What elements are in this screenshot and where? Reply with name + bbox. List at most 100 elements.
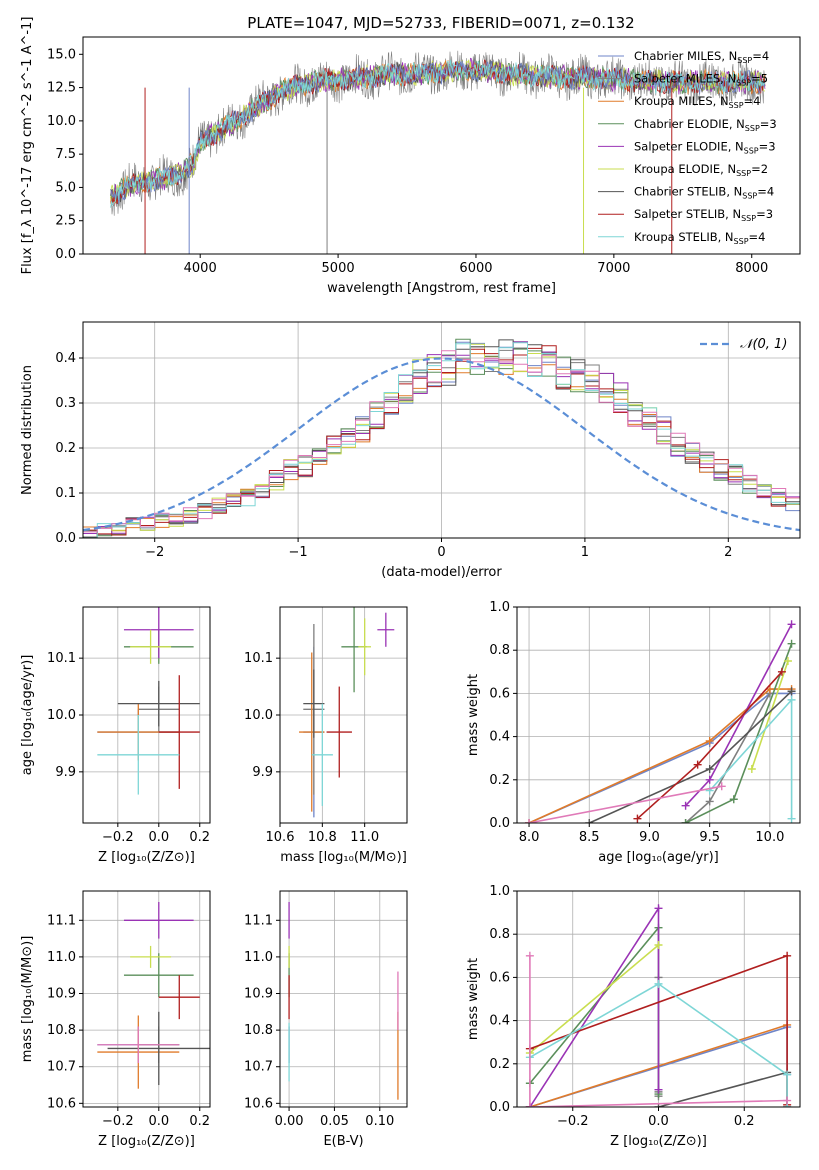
plus-marker — [525, 951, 534, 960]
plus-marker — [681, 801, 690, 810]
legend-label: Chabrier ELODIE, NSSP=3 — [634, 117, 777, 133]
y-tick-label: 10.9 — [47, 987, 76, 1002]
gaussian-curve — [83, 357, 800, 532]
y-tick-label: 0.6 — [489, 970, 510, 985]
y-tick-label: 1.0 — [489, 884, 510, 899]
massweight-line — [685, 643, 793, 823]
y-tick-label: 0.0 — [489, 816, 510, 831]
x-tick-label: 10.0 — [755, 830, 784, 845]
massweight-line — [685, 693, 771, 823]
x-axis-label: (data-model)/error — [381, 565, 502, 580]
plus-marker — [525, 819, 534, 823]
axes-frame — [82, 321, 801, 539]
x-axis-label: Z [log₁₀(Z/Z⊙)] — [98, 850, 195, 865]
y-tick-label: 0.2 — [489, 1057, 510, 1072]
x-axis-label: Z [log₁₀(Z/Z⊙)] — [98, 1134, 195, 1149]
massweight-line — [709, 697, 793, 819]
plus-marker — [633, 814, 642, 823]
x-tick-label: −0.2 — [557, 1114, 589, 1129]
y-tick-label: 0.2 — [489, 773, 510, 788]
panel-massweight-vs-age: 8.0 8.5 9.0 9.5 10.0 0.0 0.2 0.4 0.6 0.8 1.0 age [l… — [466, 600, 801, 865]
plus-marker — [783, 657, 792, 665]
plus-marker — [705, 775, 714, 784]
y-tick-label: 10.8 — [244, 1023, 273, 1038]
page-title: PLATE=1047, MJD=52733, FIBERID=0071, z=0… — [247, 14, 634, 32]
x-tick-label: 9.0 — [639, 830, 660, 845]
plus-marker — [783, 1096, 792, 1105]
x-tick-label: 5000 — [322, 261, 355, 276]
x-tick-label: 0.0 — [148, 830, 169, 845]
axes-frame — [279, 890, 408, 1108]
legend-label: Chabrier STELIB, NSSP=4 — [634, 185, 774, 201]
x-tick-label: 0.00 — [275, 1114, 304, 1129]
y-tick-label: 0.6 — [489, 686, 510, 701]
y-axis-label: mass weight — [466, 674, 481, 756]
x-tick-label: 0.2 — [734, 1114, 755, 1129]
x-tick-label: 0.2 — [189, 1114, 210, 1129]
y-tick-label: 0.0 — [55, 247, 76, 262]
x-tick-label: −1 — [289, 545, 308, 560]
y-tick-label: 10.7 — [244, 1060, 273, 1075]
y-tick-label: 10.0 — [47, 114, 76, 129]
x-tick-label: 4000 — [184, 261, 217, 276]
plus-marker — [787, 639, 796, 648]
y-tick-label: 0.4 — [489, 1014, 510, 1029]
y-tick-label: 0.8 — [489, 927, 510, 942]
y-tick-label: 5.0 — [55, 180, 76, 195]
plus-marker — [787, 687, 796, 696]
x-tick-label: 0.05 — [320, 1114, 349, 1129]
plot-area — [525, 904, 792, 1107]
y-axis-label: Normed distribution — [20, 365, 35, 495]
plot-area — [288, 901, 399, 1100]
y-tick-label: 2.5 — [55, 214, 76, 229]
y-tick-label: 9.9 — [55, 765, 76, 780]
plus-marker — [654, 1085, 663, 1094]
plus-marker — [705, 797, 714, 806]
plot-area — [83, 338, 800, 538]
y-axis-label: age [log₁₀(age/yr)] — [20, 655, 35, 776]
x-tick-label: 8.5 — [579, 830, 600, 845]
x-tick-label: 0.10 — [365, 1114, 394, 1129]
x-axis-label: wavelength [Angstrom, rest frame] — [327, 281, 556, 296]
x-tick-label: −0.2 — [102, 830, 134, 845]
plot-area — [97, 607, 200, 795]
x-tick-label: 9.5 — [699, 830, 720, 845]
y-tick-label: 0.2 — [55, 441, 76, 456]
plus-marker — [654, 904, 663, 913]
plus-marker — [777, 667, 786, 676]
x-tick-label: 8000 — [735, 261, 768, 276]
y-tick-label: 10.0 — [47, 708, 76, 723]
plus-marker — [787, 620, 796, 629]
y-tick-label: 10.1 — [244, 651, 273, 666]
axes-frame — [82, 890, 211, 1108]
y-tick-label: 12.5 — [47, 81, 76, 96]
massweight-line — [528, 688, 792, 823]
plus-marker — [783, 951, 792, 960]
massweight-line — [529, 905, 660, 1107]
x-tick-label: 0 — [437, 545, 445, 560]
y-tick-label: 10.1 — [47, 651, 76, 666]
massweight-line — [588, 690, 793, 823]
y-tick-label: 11.1 — [47, 913, 76, 928]
y-tick-label: 10.9 — [244, 987, 273, 1002]
plus-marker — [705, 765, 714, 773]
legend-label: Salpeter ELODIE, NSSP=3 — [634, 139, 776, 155]
massweight-line — [529, 955, 788, 1107]
legend-label: Salpeter STELIB, NSSP=3 — [634, 207, 773, 223]
y-axis-label: Flux [f_λ 10^-17 erg cm^-2 s^-1 A^-1] — [20, 17, 35, 275]
x-axis-label: E(B-V) — [323, 1134, 363, 1149]
axes-frame — [82, 606, 211, 824]
panel-spectrum: 4000 5000 6000 7000 8000 0.0 2.5 5.0 7.5 10.0 12.5… — [20, 17, 801, 296]
plus-marker — [729, 795, 738, 804]
panel-massweight-vs-Z: −0.2 0.0 0.2 0.0 0.2 0.4 0.6 0.8 1.0 Z [log₁₀(Z/Z… — [466, 884, 801, 1149]
plus-marker — [693, 760, 702, 769]
y-tick-label: 10.0 — [244, 708, 273, 723]
panel-residual-histogram: −2 −1 0 1 2 0.0 0.1 0.2 0.3 0.4 (data-model)/error… — [20, 321, 801, 580]
y-axis-label: mass weight — [466, 958, 481, 1040]
x-tick-label: 6000 — [459, 261, 492, 276]
x-axis-label: age [log₁₀(age/yr)] — [598, 850, 719, 865]
spectrum-line — [110, 59, 766, 208]
x-tick-label: −0.2 — [102, 1114, 134, 1129]
legend-label: Chabrier MILES, NSSP=4 — [634, 49, 769, 65]
